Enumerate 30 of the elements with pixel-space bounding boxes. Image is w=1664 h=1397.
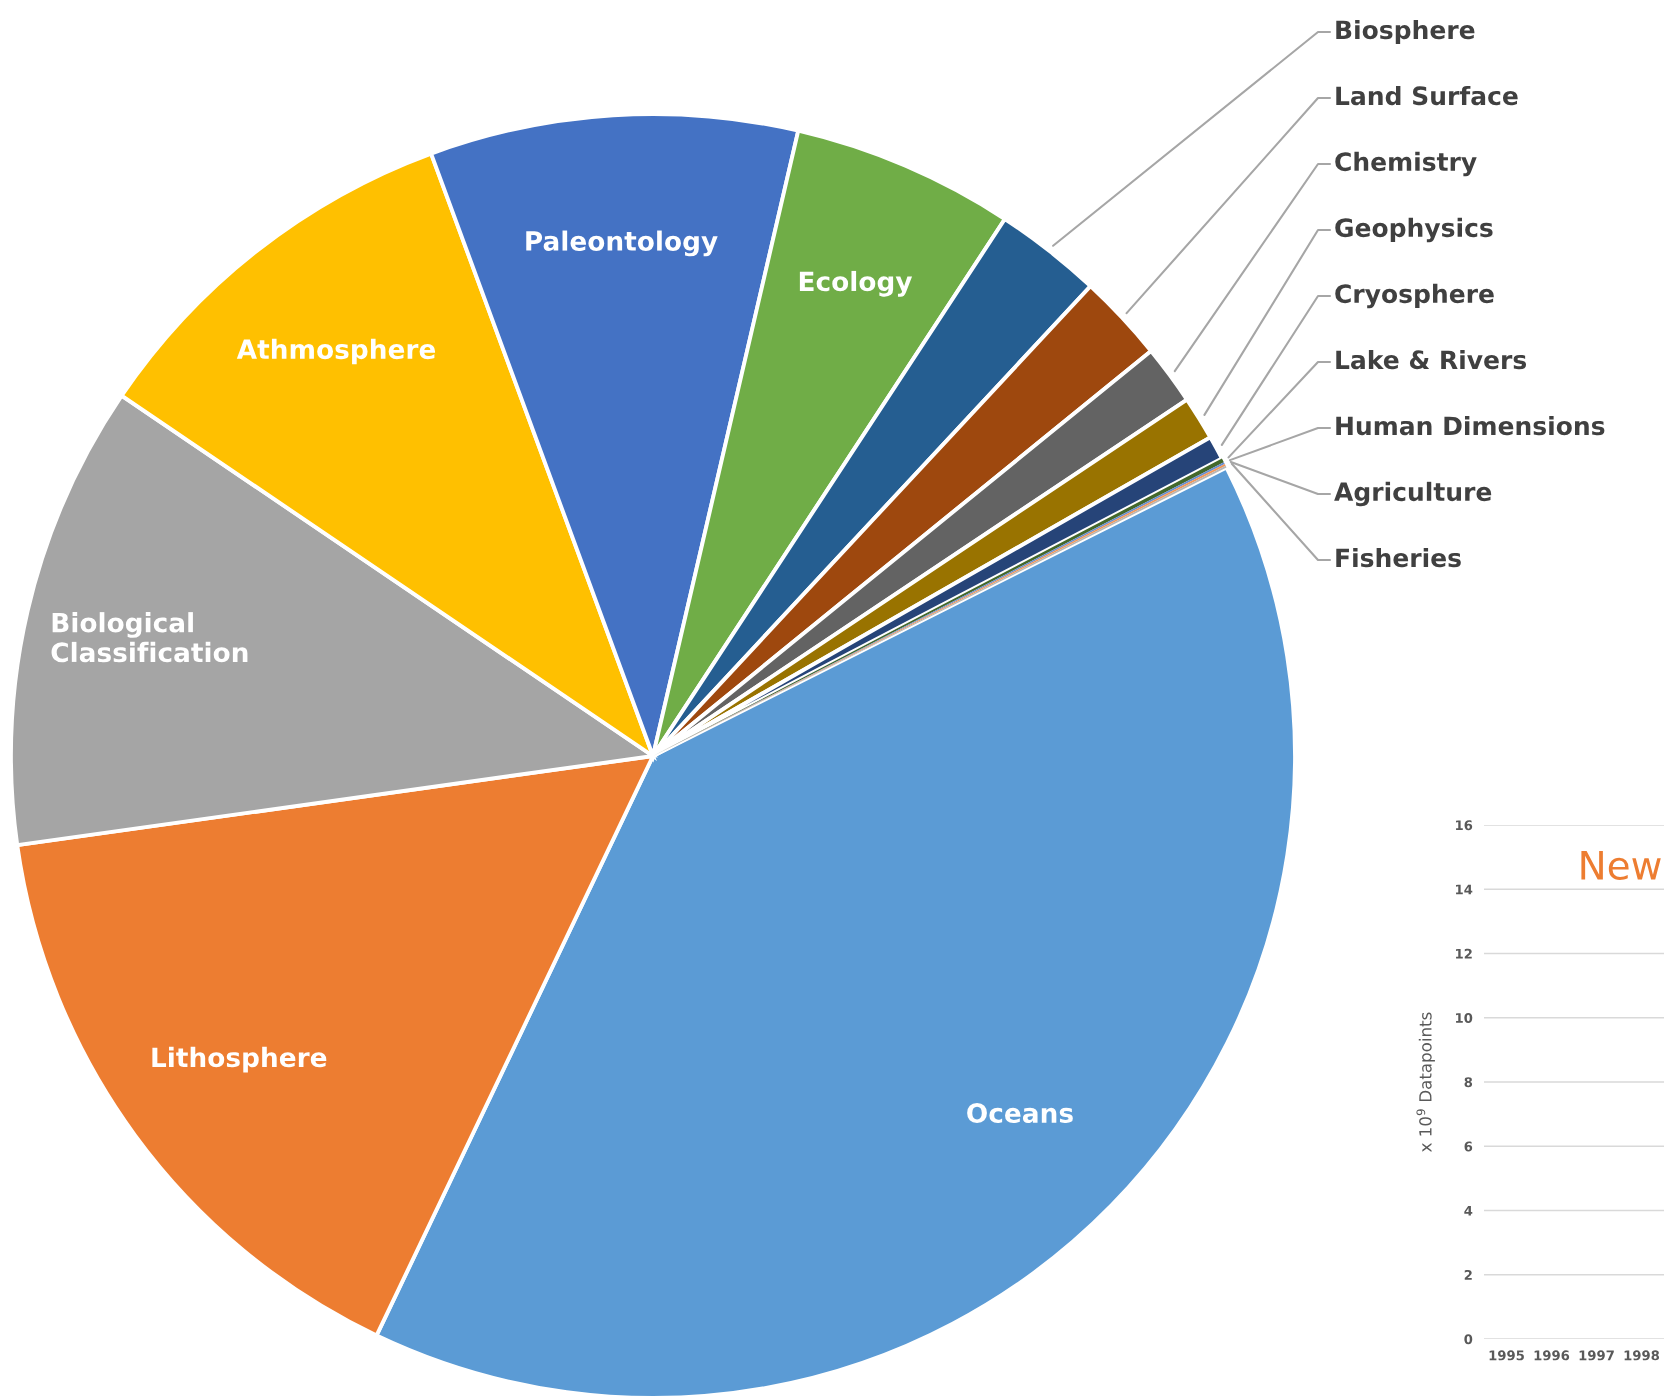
slice-label: Lithosphere	[152, 1046, 327, 1073]
slice-label: Oceans	[967, 1103, 1073, 1123]
y-tick-label: 2	[1464, 1269, 1472, 1280]
slice-label: Agriculture	[1334, 481, 1492, 507]
y-tick-label: 0	[1464, 1334, 1473, 1345]
slice-label: Lake & Rivers	[1336, 349, 1527, 370]
slice-label: Biological Classification	[51, 612, 248, 663]
slice-label: Paleontology	[526, 230, 718, 257]
y-axis-title: x 10$^{9}$ Datapoints	[1416, 1012, 1435, 1152]
y-tick-label: 14	[1456, 884, 1473, 895]
y-tick-label: 16	[1456, 820, 1473, 831]
text: New	[1581, 851, 1661, 880]
slice-label: Human Dimensions	[1336, 415, 1605, 436]
x-tick-label: 1997	[1579, 1350, 1614, 1361]
slice-label: Land Surface	[1336, 85, 1518, 106]
y-tick-label: 8	[1464, 1077, 1473, 1088]
slice-label: Biosphere	[1336, 19, 1475, 45]
x-tick-label: 1996	[1534, 1350, 1570, 1361]
slice-label: Chemistry	[1335, 151, 1477, 177]
y-tick-label: 12	[1456, 948, 1472, 959]
y-tick-label: 4	[1464, 1205, 1473, 1216]
slice-label: Ecology	[799, 270, 913, 297]
y-tick-label: 6	[1464, 1141, 1473, 1152]
slice-label: Athmosphere	[236, 338, 436, 365]
slice-label: Cryosphere	[1335, 283, 1494, 309]
slice-label: Fisheries	[1336, 547, 1461, 568]
y-tick-label: 10	[1456, 1012, 1473, 1023]
slice-label: Geophysics	[1335, 217, 1493, 243]
x-tick-label: 1998	[1624, 1350, 1660, 1361]
x-tick-label: 1995	[1489, 1350, 1524, 1361]
